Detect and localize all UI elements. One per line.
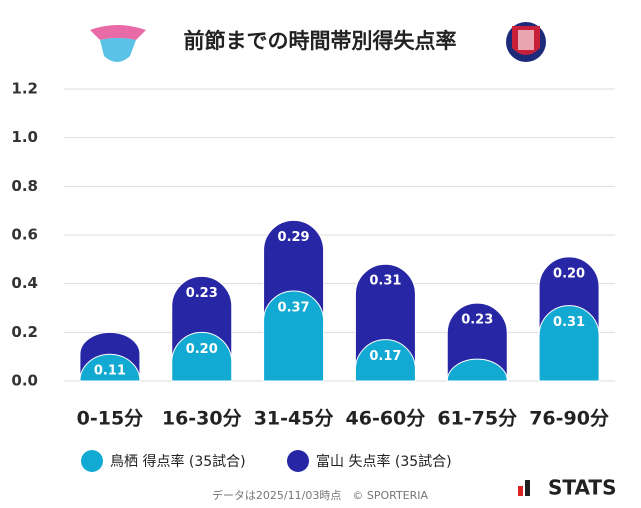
legend-swatch xyxy=(81,450,103,472)
chart-title: 前節までの時間帯別得失点率 xyxy=(184,29,457,53)
bar-segment xyxy=(263,290,325,382)
value-label: 0.20 xyxy=(186,342,218,357)
value-label: 0.17 xyxy=(369,349,401,364)
value-label: 0.29 xyxy=(278,230,310,245)
bar-segment xyxy=(354,339,416,382)
y-tick-label: 0.4 xyxy=(11,274,38,292)
legend-label: 鳥栖 得点率 (35試合) xyxy=(110,453,246,470)
brand: STATS xyxy=(548,476,616,500)
bar-segment xyxy=(538,305,600,382)
y-tick-label: 0.8 xyxy=(11,177,38,195)
footer: データは2025/11/03時点 © SPORTERIA xyxy=(212,488,429,502)
x-tick-label: 0-15分 xyxy=(77,408,144,430)
y-tick-label: 1.0 xyxy=(11,128,38,146)
x-tick-label: 46-60分 xyxy=(346,408,426,430)
legend: 鳥栖 得点率 (35試合) 富山 失点率 (35試合) xyxy=(81,450,452,472)
x-tick-label: 31-45分 xyxy=(254,408,334,430)
brand-logo: STATS xyxy=(518,476,616,500)
away-logo xyxy=(506,22,546,62)
value-label: 0.37 xyxy=(278,300,310,315)
bar-segment xyxy=(446,358,508,382)
x-tick-label: 76-90分 xyxy=(529,408,609,430)
value-label: 0.31 xyxy=(369,274,401,289)
value-label: 0.31 xyxy=(553,315,585,330)
value-label: 0.23 xyxy=(186,286,218,301)
bar-segment xyxy=(171,331,233,382)
home-logo xyxy=(90,25,146,62)
y-tick-label: 0.6 xyxy=(11,226,38,244)
legend-swatch xyxy=(287,450,309,472)
x-tick-label: 61-75分 xyxy=(437,408,517,430)
value-label: 0.11 xyxy=(94,364,126,379)
y-tick-label: 0.0 xyxy=(11,372,38,390)
y-tick-label: 0.2 xyxy=(11,323,38,341)
bar-segment xyxy=(79,353,141,382)
value-label: 0.23 xyxy=(461,313,493,328)
value-label: 0.20 xyxy=(553,266,585,281)
legend-label: 富山 失点率 (35試合) xyxy=(316,453,452,470)
y-tick-label: 1.2 xyxy=(11,80,38,98)
x-tick-label: 16-30分 xyxy=(162,408,242,430)
